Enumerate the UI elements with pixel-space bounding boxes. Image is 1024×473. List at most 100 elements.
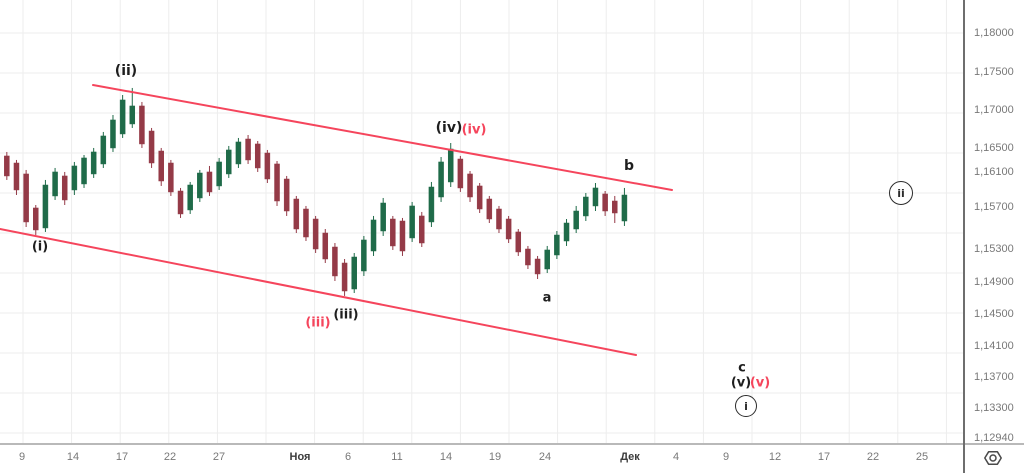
price-axis-label: 1,15700 [974, 201, 1014, 213]
price-axis-label: 1,12940 [974, 432, 1014, 444]
chart-plot-area[interactable]: (i) (ii) (iii) (iii) (iv) (iv) (v) (v) a b c i ii [0, 0, 963, 443]
candle-down [312, 215, 319, 253]
price-axis-label: 1,16100 [974, 166, 1014, 178]
time-axis-label: 14 [439, 451, 453, 463]
wave-label-black[interactable]: (ii) [114, 63, 138, 79]
price-axis-label: 1,13700 [974, 371, 1014, 383]
time-axis-label: 17 [817, 451, 831, 463]
candle-down [33, 205, 39, 235]
time-axis-label: 22 [163, 451, 177, 463]
candle-down [467, 171, 473, 202]
scale-settings-button[interactable] [982, 448, 1004, 468]
wave-label-red[interactable]: (iv) [461, 122, 487, 138]
price-axis[interactable]: 1,18000 1,17500 1,17000 1,16500 1,16100 1,157… [963, 0, 1024, 473]
time-axis-month-label: Ноя [289, 451, 311, 463]
candle-up [42, 179, 49, 232]
wave-label-red[interactable]: (v) [749, 375, 771, 391]
candle-up [129, 87, 136, 128]
time-axis-label: 24 [538, 451, 552, 463]
candle-up [573, 205, 579, 233]
time-axis-label: 17 [115, 451, 129, 463]
candle-down [23, 169, 29, 227]
price-axis-label: 1,17000 [974, 104, 1014, 116]
candle-up [409, 201, 415, 242]
wave-label-black[interactable]: (i) [31, 239, 49, 255]
candle-down [254, 141, 261, 172]
lower-channel-line[interactable] [0, 228, 637, 356]
candle-up [100, 131, 107, 168]
candle-up [119, 95, 126, 138]
candle-down [602, 191, 608, 216]
candle-down [534, 255, 541, 279]
time-axis-label: 19 [488, 451, 502, 463]
chart-canvas[interactable] [0, 0, 963, 443]
wave-label-black[interactable]: (v) [730, 375, 752, 391]
time-axis-label: 14 [66, 451, 80, 463]
candle-down [4, 151, 10, 180]
candle-down [390, 215, 396, 250]
candle-up [428, 181, 435, 227]
candle-down [245, 135, 251, 164]
candle-down [274, 161, 280, 206]
candle-down [158, 147, 164, 186]
candle-down [264, 149, 271, 183]
gear-icon [984, 451, 1002, 465]
candle-up [583, 193, 589, 221]
candle-up [380, 197, 386, 236]
candle-up [81, 155, 87, 188]
candle-down [399, 217, 406, 256]
candle-down [505, 215, 512, 243]
candle-up [187, 181, 193, 214]
candle-down [168, 159, 174, 196]
candle-down [612, 195, 618, 223]
candle-down [486, 195, 493, 223]
candle-up [563, 219, 570, 246]
candle-up [351, 253, 357, 293]
candle-up [621, 187, 628, 226]
upper-channel-line[interactable] [92, 84, 673, 191]
wave-label-red[interactable]: (iii) [305, 315, 331, 331]
price-axis-label: 1,16500 [974, 142, 1014, 154]
time-axis-label: 4 [672, 451, 680, 463]
candle-down [13, 159, 20, 195]
wave-label-black[interactable]: b [623, 158, 635, 174]
candle-down [148, 127, 155, 168]
candle-down [341, 259, 348, 296]
time-axis-label: 22 [866, 451, 880, 463]
price-axis-label: 1,18000 [974, 27, 1014, 39]
time-axis-label: 25 [915, 451, 929, 463]
candle-up [235, 137, 242, 168]
candle-down [283, 175, 290, 216]
candle-down [515, 229, 522, 256]
time-axis-month-label: Дек [620, 451, 640, 463]
price-axis-label: 1,17500 [974, 66, 1014, 78]
candle-down [322, 229, 329, 263]
circled-wave-label[interactable]: i [735, 395, 757, 417]
candle-up [438, 157, 444, 202]
candle-up [216, 157, 222, 190]
time-axis-label: 27 [212, 451, 226, 463]
candle-down [476, 183, 483, 213]
price-axis-label: 1,15300 [974, 243, 1014, 255]
candle-down [496, 205, 502, 233]
wave-label-black[interactable]: (iv) [435, 120, 463, 136]
candle-up [592, 183, 599, 211]
candle-down [419, 211, 425, 247]
time-axis[interactable]: 9 14 17 22 27 Ноя 6 11 14 19 24 Дек 4 9 12 17 22 25 [0, 443, 1024, 473]
time-axis-label: 6 [344, 451, 352, 463]
gridlines [0, 0, 963, 443]
price-axis-label: 1,14900 [974, 276, 1014, 288]
candle-up [370, 215, 377, 256]
price-axis-label: 1,14100 [974, 340, 1014, 352]
wave-label-black[interactable]: (iii) [333, 307, 359, 323]
wave-label-black[interactable]: c [738, 360, 746, 376]
time-axis-label: 9 [18, 451, 26, 463]
circled-wave-label[interactable]: ii [889, 181, 913, 205]
candle-up [197, 169, 203, 202]
candle-down [61, 171, 68, 205]
price-axis-label: 1,13300 [974, 402, 1014, 414]
candle-up [52, 167, 58, 200]
wave-label-black[interactable]: a [542, 290, 552, 306]
candle-up [361, 235, 367, 276]
